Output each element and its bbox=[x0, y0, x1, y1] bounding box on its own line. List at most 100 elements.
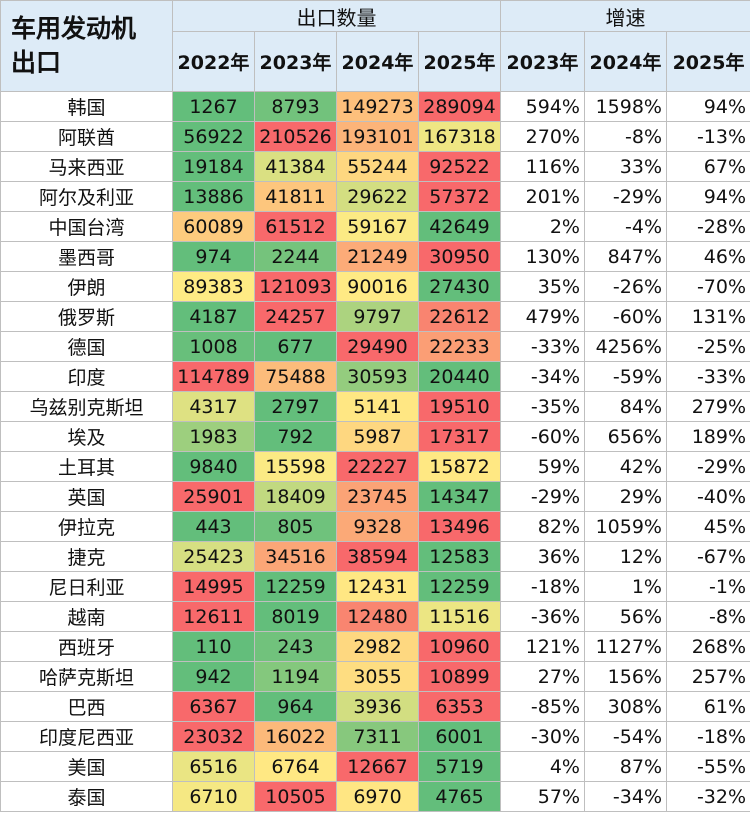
export-cell: 23032 bbox=[172, 721, 255, 752]
export-cell: 12480 bbox=[336, 601, 419, 632]
growth-cell: 12% bbox=[584, 541, 667, 572]
table-row: 哈萨克斯坦 942 1194 3055 10899 27% 156% 257% bbox=[0, 661, 750, 692]
growth-cell: -28% bbox=[665, 211, 750, 242]
country-cell: 英国 bbox=[0, 481, 173, 512]
export-cell: 10960 bbox=[418, 631, 501, 662]
growth-cell: -85% bbox=[500, 691, 585, 722]
corner-title: 车用发动机 出口 bbox=[0, 0, 173, 92]
export-cell: 2797 bbox=[254, 391, 337, 422]
growth-cell: 131% bbox=[665, 301, 750, 332]
export-cell: 17317 bbox=[418, 421, 501, 452]
growth-cell: 656% bbox=[584, 421, 667, 452]
export-cell: 210526 bbox=[254, 121, 337, 152]
growth-cell: 29% bbox=[584, 481, 667, 512]
export-cell: 24257 bbox=[254, 301, 337, 332]
table-row: 阿尔及利亚 13886 41811 29622 57372 201% -29% 94% bbox=[0, 181, 750, 212]
growth-cell: 270% bbox=[500, 121, 585, 152]
export-cell: 90016 bbox=[336, 271, 419, 302]
table-row: 越南 12611 8019 12480 11516 -36% 56% -8% bbox=[0, 601, 750, 632]
export-cell: 12667 bbox=[336, 751, 419, 782]
export-cell: 805 bbox=[254, 511, 337, 542]
growth-cell: -55% bbox=[665, 751, 750, 782]
growth-cell: 94% bbox=[665, 91, 750, 122]
growth-cell: -40% bbox=[665, 481, 750, 512]
growth-cell: 156% bbox=[584, 661, 667, 692]
growth-cell: -59% bbox=[584, 361, 667, 392]
growth-cell: 1598% bbox=[584, 91, 667, 122]
growth-cell: 4% bbox=[500, 751, 585, 782]
export-cell: 243 bbox=[254, 631, 337, 662]
export-cell: 61512 bbox=[254, 211, 337, 242]
table-row: 墨西哥 974 2244 21249 30950 130% 847% 46% bbox=[0, 241, 750, 272]
growth-cell: 121% bbox=[500, 631, 585, 662]
table-row: 捷克 25423 34516 38594 12583 36% 12% -67% bbox=[0, 541, 750, 572]
growth-cell: 59% bbox=[500, 451, 585, 482]
export-cell: 1194 bbox=[254, 661, 337, 692]
growth-cell: 201% bbox=[500, 181, 585, 212]
growth-cell: -13% bbox=[665, 121, 750, 152]
growth-cell: -4% bbox=[584, 211, 667, 242]
export-cell: 59167 bbox=[336, 211, 419, 242]
country-cell: 阿联酋 bbox=[0, 121, 173, 152]
table-row: 乌兹别克斯坦 4317 2797 5141 19510 -35% 84% 279% bbox=[0, 391, 750, 422]
export-cell: 38594 bbox=[336, 541, 419, 572]
growth-cell: 1059% bbox=[584, 511, 667, 542]
growth-cell: 67% bbox=[665, 151, 750, 182]
table-row: 西班牙 110 243 2982 10960 121% 1127% 268% bbox=[0, 631, 750, 662]
export-cell: 29622 bbox=[336, 181, 419, 212]
growth-cell: -25% bbox=[665, 331, 750, 362]
export-cell: 443 bbox=[172, 511, 255, 542]
growth-cell: -60% bbox=[500, 421, 585, 452]
export-cell: 14347 bbox=[418, 481, 501, 512]
export-cell: 6353 bbox=[418, 691, 501, 722]
country-cell: 乌兹别克斯坦 bbox=[0, 391, 173, 422]
export-cell: 8019 bbox=[254, 601, 337, 632]
export-cell: 121093 bbox=[254, 271, 337, 302]
country-cell: 埃及 bbox=[0, 421, 173, 452]
year-header: 2025年 bbox=[418, 31, 501, 92]
country-cell: 俄罗斯 bbox=[0, 301, 173, 332]
growth-cell: 36% bbox=[500, 541, 585, 572]
year-header: 2024年 bbox=[584, 31, 667, 92]
table-row: 埃及 1983 792 5987 17317 -60% 656% 189% bbox=[0, 421, 750, 452]
export-cell: 6970 bbox=[336, 781, 419, 812]
export-cell: 4765 bbox=[418, 781, 501, 812]
export-cell: 289094 bbox=[418, 91, 501, 122]
table-row: 伊朗 89383 121093 90016 27430 35% -26% -70% bbox=[0, 271, 750, 302]
table-row: 韩国 1267 8793 149273 289094 594% 1598% 94% bbox=[0, 91, 750, 122]
export-cell: 6001 bbox=[418, 721, 501, 752]
export-cell: 1267 bbox=[172, 91, 255, 122]
export-cell: 5719 bbox=[418, 751, 501, 782]
export-cell: 16022 bbox=[254, 721, 337, 752]
export-cell: 4317 bbox=[172, 391, 255, 422]
export-cell: 12583 bbox=[418, 541, 501, 572]
export-cell: 25901 bbox=[172, 481, 255, 512]
growth-cell: 33% bbox=[584, 151, 667, 182]
growth-cell: 35% bbox=[500, 271, 585, 302]
growth-cell: 257% bbox=[665, 661, 750, 692]
export-cell: 57372 bbox=[418, 181, 501, 212]
export-cell: 6367 bbox=[172, 691, 255, 722]
export-cell: 9840 bbox=[172, 451, 255, 482]
export-cell: 12259 bbox=[254, 571, 337, 602]
export-cell: 22612 bbox=[418, 301, 501, 332]
growth-cell: 308% bbox=[584, 691, 667, 722]
export-cell: 8793 bbox=[254, 91, 337, 122]
export-cell: 41811 bbox=[254, 181, 337, 212]
table-row: 伊拉克 443 805 9328 13496 82% 1059% 45% bbox=[0, 511, 750, 542]
country-cell: 印度尼西亚 bbox=[0, 721, 173, 752]
export-cell: 13496 bbox=[418, 511, 501, 542]
growth-cell: 130% bbox=[500, 241, 585, 272]
growth-cell: -33% bbox=[500, 331, 585, 362]
country-cell: 马来西亚 bbox=[0, 151, 173, 182]
title-line: 出口 bbox=[11, 48, 62, 77]
table-row: 阿联酋 56922 210526 193101 167318 270% -8% -13% bbox=[0, 121, 750, 152]
growth-cell: -35% bbox=[500, 391, 585, 422]
title-line: 车用发动机 bbox=[11, 14, 137, 43]
growth-cell: -67% bbox=[665, 541, 750, 572]
export-cell: 6516 bbox=[172, 751, 255, 782]
export-cell: 792 bbox=[254, 421, 337, 452]
growth-cell: -1% bbox=[665, 571, 750, 602]
growth-cell: 4256% bbox=[584, 331, 667, 362]
